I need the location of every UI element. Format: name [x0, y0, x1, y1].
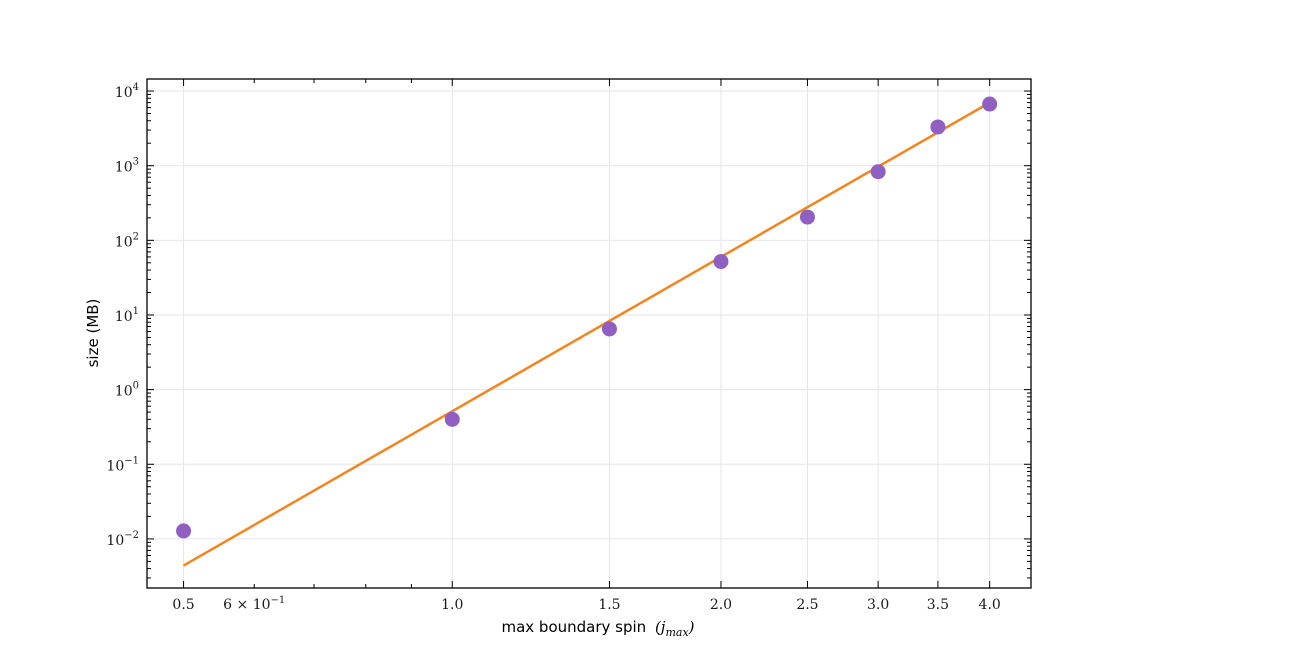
y-tick-label-base: 10	[115, 234, 133, 250]
y-tick-label-base: 10	[115, 309, 133, 325]
data-point	[870, 164, 886, 180]
y-tick-label: 102	[115, 231, 139, 250]
x-minor-tick-label-exp: −1	[271, 595, 286, 606]
x-tick-label: 2.0	[710, 597, 732, 613]
y-tick-label-base: 10	[115, 160, 133, 176]
data-point-layer	[176, 96, 998, 539]
y-tick-label: 10−2	[106, 530, 139, 549]
x-axis-label-math: (j	[655, 618, 666, 636]
x-axis-label-subscript: max	[665, 626, 689, 639]
y-tick-label: 101	[115, 306, 139, 325]
x-axis-label-close: )	[688, 618, 695, 636]
x-minor-tick-label-base: 6 × 10	[223, 597, 270, 613]
grid-layer	[147, 79, 1031, 588]
x-axis-label: max boundary spin (jmax)	[501, 618, 694, 639]
x-minor-tick-label: 6 × 10−1	[223, 595, 285, 613]
x-tick-label: 1.0	[441, 597, 463, 613]
data-point	[982, 96, 998, 112]
y-tick-label-base: 10	[106, 533, 124, 549]
x-tick-label: 3.5	[927, 597, 949, 613]
y-tick-label-exp: −2	[124, 530, 139, 541]
y-tick-label-base: 10	[115, 384, 133, 400]
x-tick-label: 3.0	[867, 597, 889, 613]
y-tick-label-exp: 0	[133, 381, 139, 392]
x-tick-label: 0.5	[172, 597, 194, 613]
x-tick-labels: 0.5 1.0 1.5 2.0 2.5 3.0 3.5 4.0 6 × 10−1	[172, 595, 1000, 613]
data-point	[176, 523, 192, 539]
x-tick-label: 1.5	[598, 597, 620, 613]
x-axis-label-text: max boundary spin	[501, 618, 646, 636]
y-tick-label: 104	[115, 82, 139, 101]
fit-line-layer	[182, 101, 991, 567]
data-point	[601, 321, 617, 337]
y-tick-label-base: 10	[115, 85, 133, 101]
data-point	[930, 119, 946, 135]
data-point	[713, 254, 729, 270]
x-tick-label: 2.5	[796, 597, 818, 613]
data-point	[444, 411, 460, 427]
fit-line	[182, 101, 991, 567]
y-axis-label: size (MB)	[84, 299, 102, 368]
data-point	[799, 209, 815, 225]
y-tick-label-exp: 4	[133, 82, 139, 93]
y-tick-label-base: 10	[106, 458, 124, 474]
tick-layer	[147, 79, 1031, 588]
x-tick-label: 4.0	[979, 597, 1001, 613]
y-tick-label-exp: 2	[133, 231, 139, 242]
y-tick-label: 103	[115, 157, 139, 176]
y-tick-label: 10−1	[106, 455, 139, 474]
y-tick-label: 100	[115, 381, 139, 400]
y-tick-label-exp: −1	[124, 455, 139, 466]
plot-frame	[146, 78, 1032, 589]
y-tick-label-exp: 3	[133, 157, 139, 168]
y-tick-label-exp: 1	[133, 306, 139, 317]
